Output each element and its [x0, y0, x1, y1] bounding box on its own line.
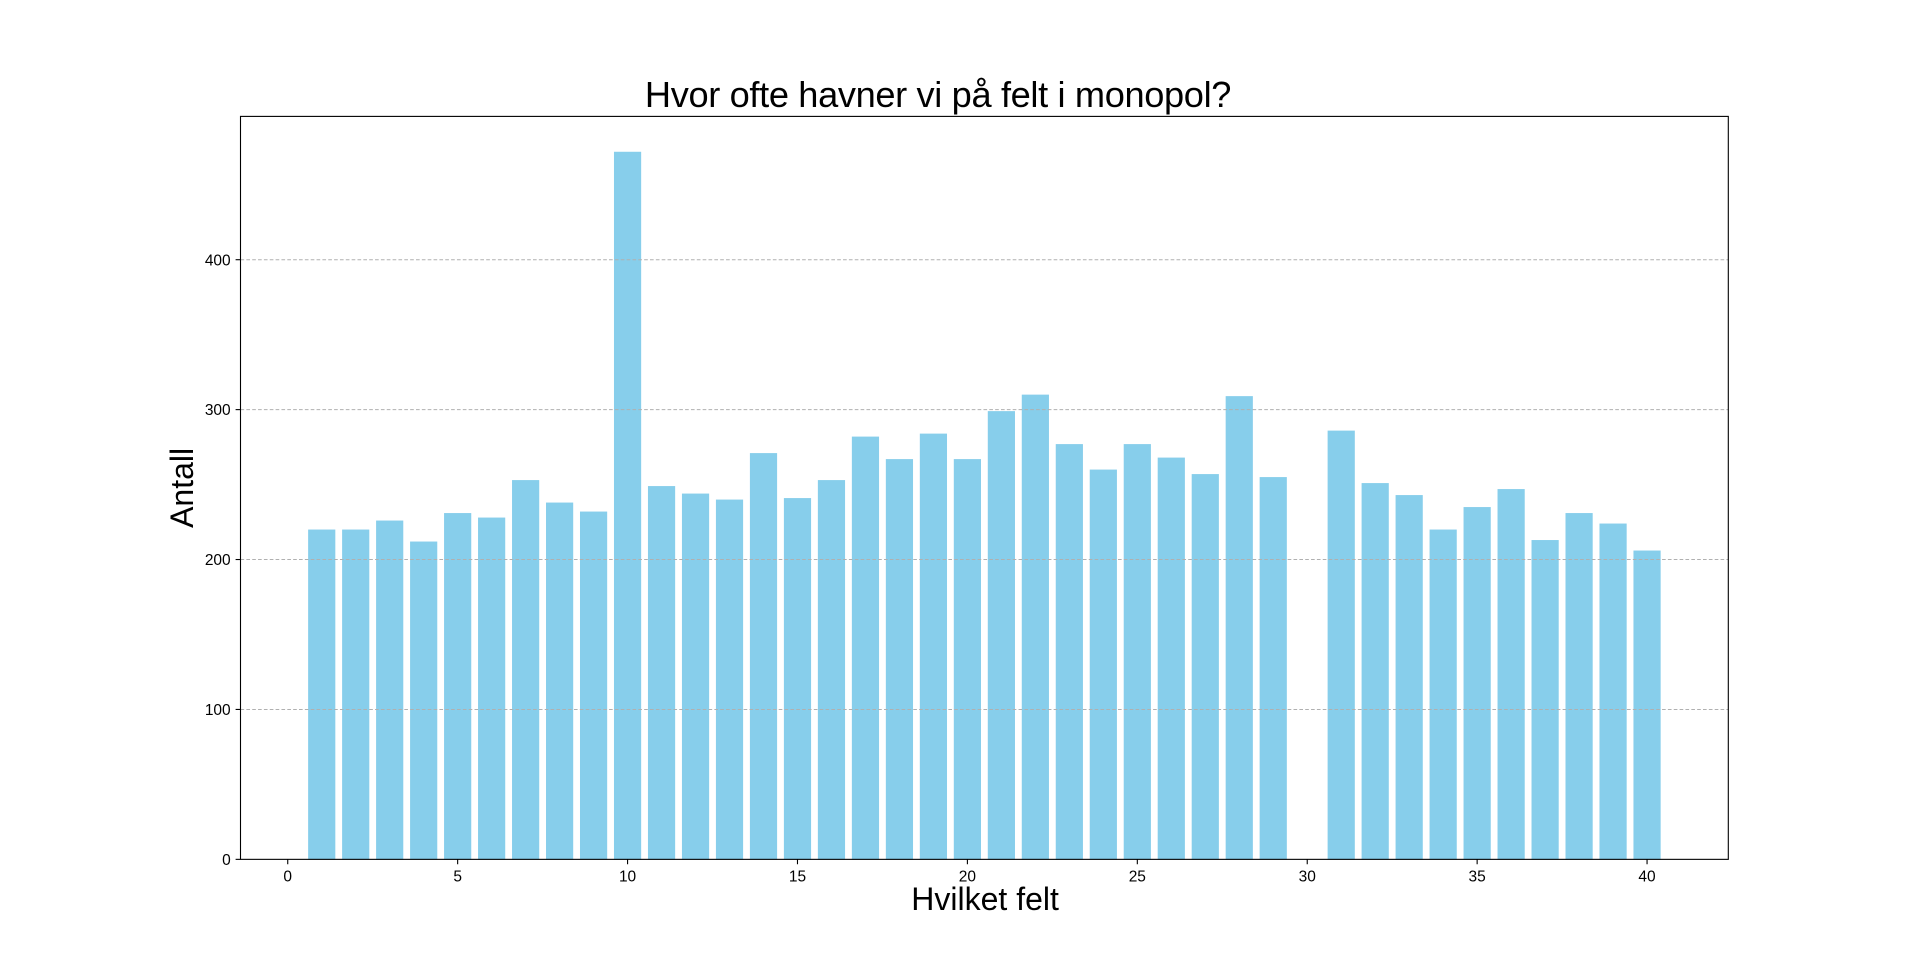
svg-text:Hvor ofte havner vi på felt i: Hvor ofte havner vi på felt i monopol? [645, 74, 1231, 115]
svg-text:40: 40 [1638, 868, 1656, 885]
svg-text:300: 300 [205, 402, 231, 419]
svg-text:25: 25 [1129, 868, 1146, 885]
svg-text:200: 200 [205, 552, 231, 569]
svg-text:15: 15 [789, 868, 806, 885]
svg-text:35: 35 [1469, 868, 1486, 885]
svg-text:30: 30 [1299, 868, 1317, 885]
svg-text:20: 20 [959, 868, 977, 885]
svg-text:Antall: Antall [164, 448, 200, 528]
svg-text:0: 0 [283, 868, 292, 885]
svg-text:Hvilket felt: Hvilket felt [911, 881, 1059, 917]
svg-text:5: 5 [453, 868, 462, 885]
svg-text:10: 10 [619, 868, 637, 885]
svg-text:100: 100 [205, 702, 231, 719]
svg-text:0: 0 [222, 852, 231, 869]
svg-text:400: 400 [205, 252, 231, 269]
